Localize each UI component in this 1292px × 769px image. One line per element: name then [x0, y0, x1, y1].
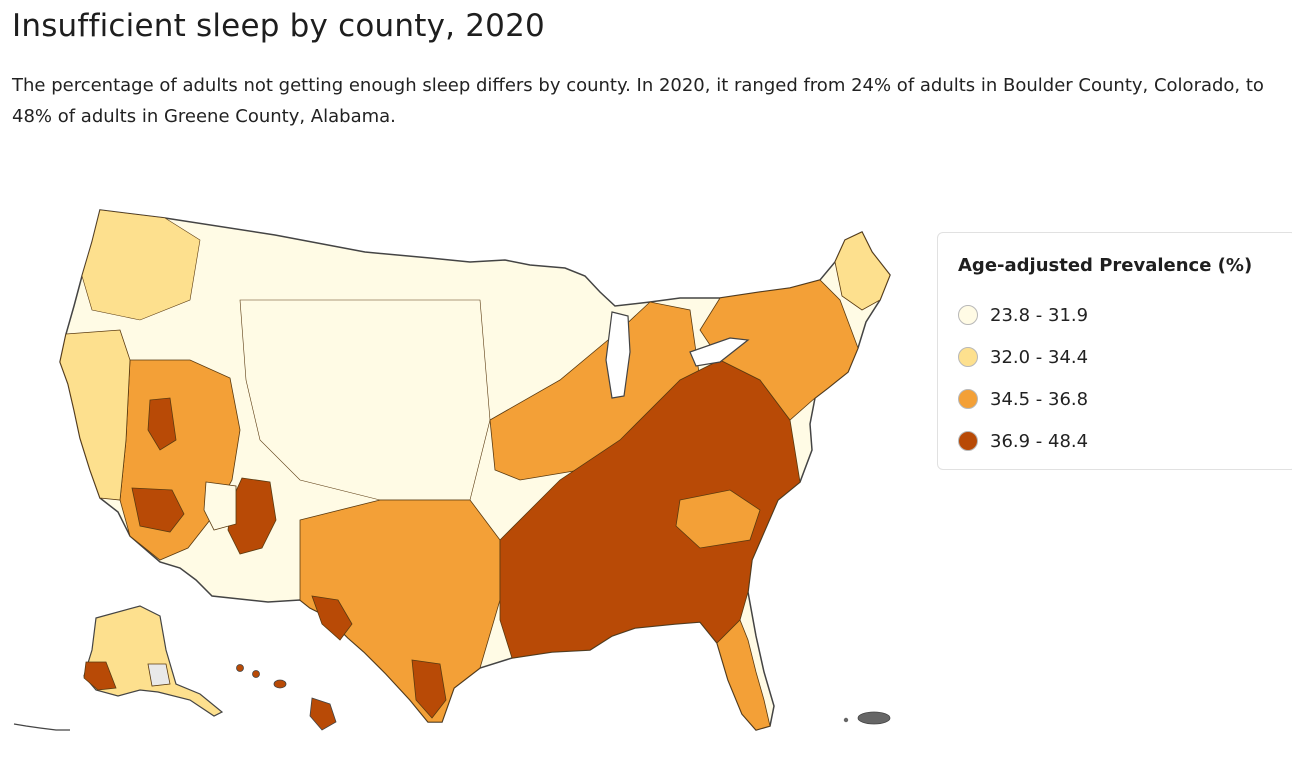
region-northwest-pale: [81, 209, 201, 321]
alaska-aleutians: [13, 723, 70, 731]
alaska-missing: [147, 663, 171, 687]
legend-label-2: 32.0 - 34.4: [990, 346, 1089, 368]
us-county-map: [13, 209, 891, 731]
region-nc-orange: [675, 489, 761, 549]
region-california-light: [59, 329, 131, 501]
legend-swatch-2: [958, 347, 978, 367]
legend-item-1[interactable]: 23.8 - 31.9: [958, 303, 1088, 327]
region-utah-light: [203, 481, 237, 531]
region-southeast-dark: [499, 359, 801, 659]
region-west-texas-dark: [311, 595, 353, 641]
legend-label-1: 23.8 - 31.9: [990, 304, 1089, 326]
legend-label-3: 34.5 - 36.8: [990, 388, 1089, 410]
legend-item-2[interactable]: 32.0 - 34.4: [958, 345, 1088, 369]
legend-title: Age-adjusted Prevalence (%): [958, 255, 1253, 276]
lake-erie: [689, 337, 750, 367]
legend-swatch-1: [958, 305, 978, 325]
region-florida-orange: [716, 619, 771, 731]
hawaii-maui: [273, 679, 287, 689]
region-maine-light: [834, 231, 891, 311]
page-description: The percentage of adults not getting eno…: [12, 75, 1264, 127]
alaska-dark: [83, 661, 117, 691]
region-northeast-orange: [699, 279, 859, 421]
region-nevada-dark: [147, 397, 177, 451]
region-south-texas-dark: [411, 659, 447, 719]
lake-michigan: [605, 311, 631, 399]
hawaii-big-island: [309, 697, 337, 731]
puerto-rico: [857, 711, 891, 725]
map-alaska: [83, 605, 224, 717]
legend-item-3[interactable]: 34.5 - 36.8: [958, 387, 1088, 411]
legend-item-4[interactable]: 36.9 - 48.4: [958, 429, 1088, 453]
legend-swatch-3: [958, 389, 978, 409]
page-title: Insufficient sleep by county, 2020: [12, 8, 545, 44]
puerto-rico-islet: [843, 717, 849, 723]
legend-swatch-4: [958, 431, 978, 451]
region-arizona-dark: [131, 487, 185, 533]
hawaii-kauai: [236, 664, 244, 672]
map-legend: Age-adjusted Prevalence (%) 23.8 - 31.9 …: [937, 232, 1292, 470]
legend-label-4: 36.9 - 48.4: [990, 430, 1089, 452]
hawaii-oahu: [252, 670, 260, 678]
